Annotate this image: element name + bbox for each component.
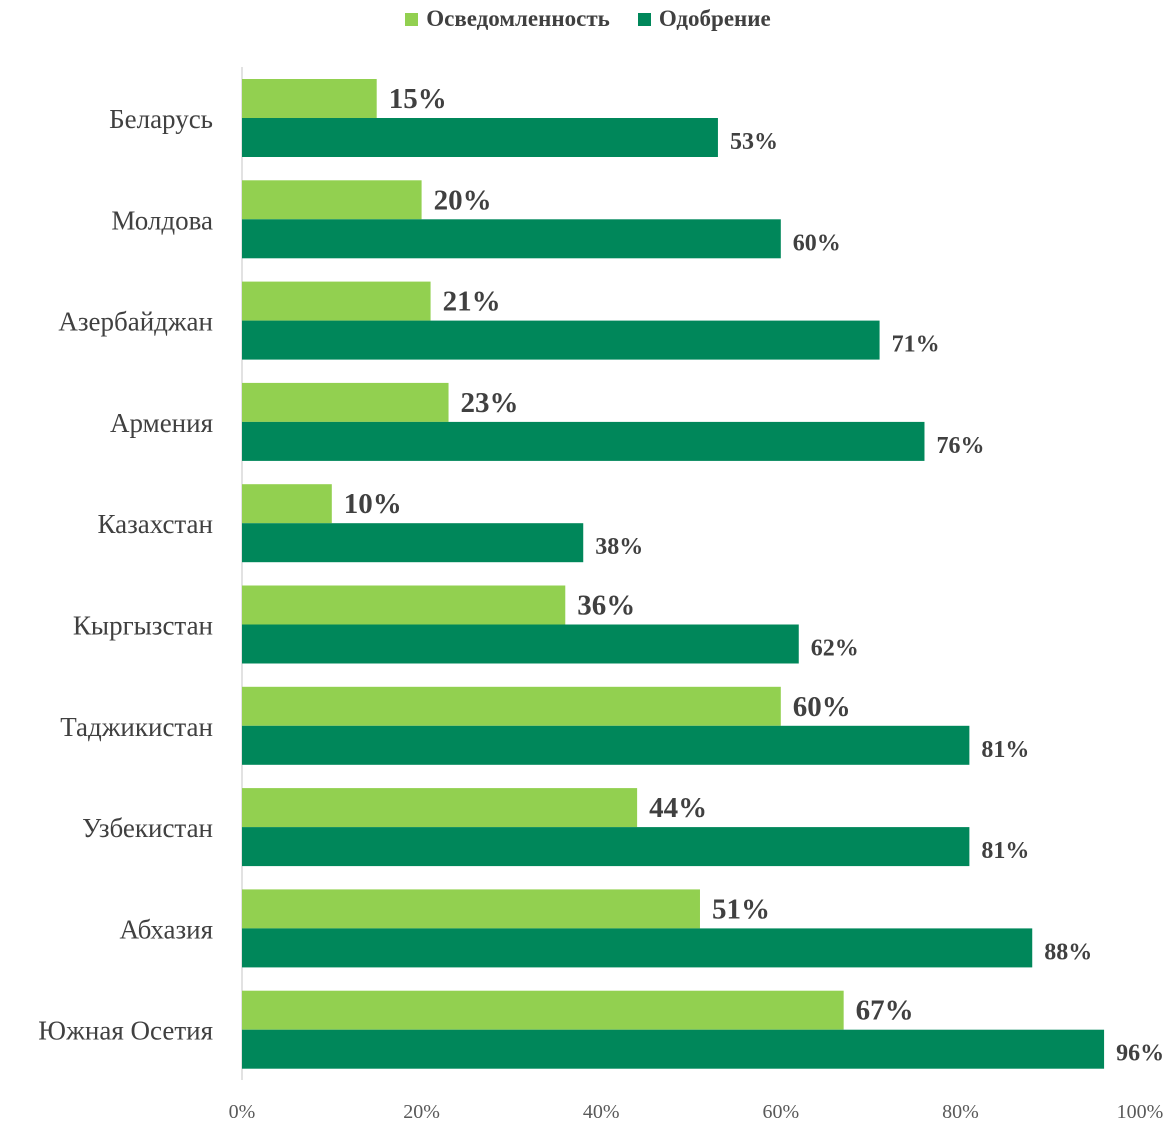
data-label-approval: 81% bbox=[981, 737, 1029, 763]
bar-awareness bbox=[242, 281, 431, 321]
bar-approval bbox=[242, 827, 970, 867]
data-label-approval: 60% bbox=[793, 230, 841, 256]
bar-approval bbox=[242, 928, 1033, 968]
data-label-awareness: 23% bbox=[461, 387, 519, 419]
bar-awareness bbox=[242, 79, 377, 118]
bar-awareness bbox=[242, 889, 700, 929]
x-tick-label: 80% bbox=[942, 1101, 979, 1123]
data-label-approval: 53% bbox=[730, 129, 778, 155]
bar-approval bbox=[242, 624, 799, 664]
bar-awareness bbox=[242, 990, 844, 1030]
category-label: Армения bbox=[110, 408, 213, 438]
category-label: Абхазия bbox=[120, 914, 214, 944]
data-label-approval: 96% bbox=[1116, 1041, 1164, 1067]
x-tick-label: 40% bbox=[583, 1101, 620, 1123]
x-tick-label: 60% bbox=[762, 1101, 799, 1123]
bar-awareness bbox=[242, 180, 422, 220]
bar-approval bbox=[242, 1029, 1105, 1069]
category-label: Кыргызстан bbox=[73, 611, 213, 641]
legend-label-awareness: Осведомленность bbox=[426, 6, 610, 31]
category-label: Азербайджан bbox=[58, 307, 213, 337]
legend-item-approval: Одобрение bbox=[637, 6, 771, 32]
bar-approval bbox=[242, 725, 970, 765]
data-label-awareness: 36% bbox=[577, 590, 635, 622]
legend: Осведомленность Одобрение bbox=[0, 6, 1176, 32]
legend-label-approval: Одобрение bbox=[658, 6, 771, 31]
data-label-approval: 71% bbox=[892, 332, 940, 358]
bar-approval bbox=[242, 523, 584, 563]
data-label-approval: 76% bbox=[936, 433, 984, 459]
x-tick-label: 100% bbox=[1117, 1101, 1164, 1123]
data-label-awareness: 67% bbox=[856, 995, 914, 1027]
bar-approval bbox=[242, 219, 781, 259]
data-label-approval: 62% bbox=[811, 636, 859, 662]
bar-awareness bbox=[242, 788, 638, 828]
category-label: Беларусь bbox=[109, 104, 213, 134]
legend-swatch-approval bbox=[637, 12, 651, 26]
data-label-awareness: 51% bbox=[712, 893, 770, 925]
category-label: Таджикистан bbox=[60, 712, 213, 742]
legend-swatch-awareness bbox=[405, 12, 419, 26]
data-label-awareness: 21% bbox=[443, 286, 501, 318]
data-label-awareness: 60% bbox=[793, 691, 851, 723]
category-label: Молдова bbox=[111, 205, 213, 235]
bar-awareness bbox=[242, 382, 449, 422]
data-label-approval: 38% bbox=[595, 534, 643, 560]
data-label-awareness: 44% bbox=[649, 792, 707, 824]
bar-approval bbox=[242, 421, 925, 461]
data-label-awareness: 15% bbox=[389, 83, 447, 115]
data-label-approval: 81% bbox=[981, 838, 1029, 864]
bar-awareness bbox=[242, 484, 332, 524]
bar-approval bbox=[242, 320, 880, 360]
data-label-awareness: 10% bbox=[344, 488, 402, 520]
bar-approval bbox=[242, 118, 718, 157]
category-label: Казахстан bbox=[97, 509, 213, 539]
legend-item-awareness: Осведомленность bbox=[405, 6, 610, 32]
x-tick-label: 20% bbox=[403, 1101, 440, 1123]
category-label: Южная Осетия bbox=[38, 1016, 213, 1046]
bar-awareness bbox=[242, 585, 566, 625]
data-label-awareness: 20% bbox=[434, 184, 492, 216]
category-label: Узбекистан bbox=[82, 813, 213, 843]
x-tick-label: 0% bbox=[229, 1101, 256, 1123]
bar-awareness bbox=[242, 686, 781, 726]
data-label-approval: 88% bbox=[1044, 939, 1092, 965]
